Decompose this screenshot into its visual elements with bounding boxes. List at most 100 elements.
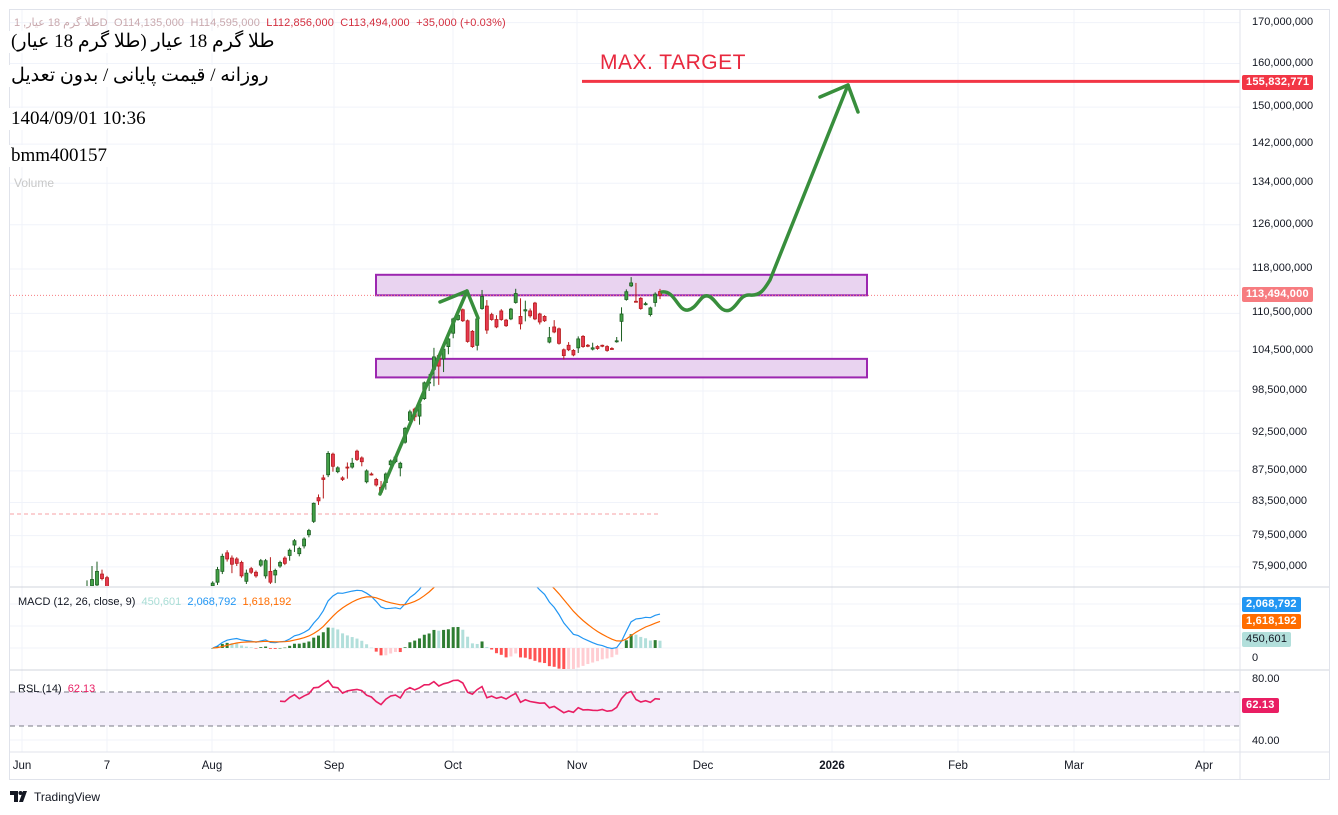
candle-body	[345, 466, 350, 469]
rsi-line	[279, 679, 661, 714]
candle-body	[638, 297, 643, 309]
candle-up	[614, 336, 619, 343]
macd-histogram-bar	[533, 648, 537, 661]
candle-body	[528, 310, 533, 317]
candle-body	[600, 344, 605, 347]
volume-label: Volume	[14, 176, 55, 190]
pane-frame	[9, 9, 1330, 780]
candle-up	[398, 461, 403, 477]
price-pane	[10, 79, 1240, 586]
last-price-tag: 113,494,000	[1242, 287, 1313, 302]
candle-body	[533, 302, 537, 320]
candle-body	[518, 316, 523, 325]
macd-histogram-bar	[437, 630, 441, 648]
candle-body	[278, 562, 282, 567]
price-tick-label: 126,000,000	[1252, 217, 1314, 230]
macd-histogram-bar	[384, 648, 388, 656]
macd-histogram-bar	[418, 638, 422, 648]
candle-down	[460, 308, 465, 322]
candle-body	[90, 579, 94, 586]
macd-histogram-bar	[259, 647, 263, 648]
macd-histogram-bar	[264, 646, 268, 648]
candle-body	[480, 296, 484, 309]
candle-body	[513, 293, 518, 303]
macd-histogram-bar	[297, 643, 301, 648]
legend-close: C113,494,000	[340, 17, 410, 29]
max-target-label: MAX. TARGET	[600, 51, 746, 74]
macd-histogram-bar	[403, 647, 407, 648]
rsi-legend-value: 62.13	[67, 683, 96, 695]
macd-title: MACD (12, 26, close, 9)	[18, 596, 136, 608]
candle-body	[648, 307, 653, 316]
macd-histogram-bar	[350, 637, 354, 648]
candle-body	[292, 540, 297, 546]
macd-histogram-bar	[509, 648, 513, 657]
macd-histogram-bar	[504, 648, 508, 658]
candle-down	[316, 494, 321, 505]
macd-zero-tick: 0	[1252, 652, 1259, 664]
macd-histogram-bar	[249, 647, 253, 648]
candle-down	[600, 344, 605, 348]
macd-histogram-bar	[605, 648, 609, 659]
macd-histogram-bar	[620, 648, 624, 649]
macd-histogram-bar	[557, 648, 561, 669]
macd-signal-tag: 1,618,192	[1242, 614, 1301, 629]
candle-body	[355, 450, 359, 460]
candle-up	[215, 566, 220, 585]
trend-drawings[interactable]	[378, 83, 860, 496]
candle-down	[581, 335, 585, 348]
candle-up	[263, 558, 268, 579]
candle-body	[302, 538, 306, 547]
candle-body	[629, 282, 634, 287]
macd-histogram-bar	[519, 648, 523, 658]
time-tick-label: Aug	[201, 760, 223, 772]
time-tick-label: Dec	[692, 760, 714, 772]
candle-body	[605, 346, 609, 351]
candle-body	[230, 557, 234, 565]
candle-body	[258, 560, 263, 566]
candle-body	[634, 300, 638, 303]
rsi-title: RSL (14)	[18, 683, 62, 695]
macd-histogram-bar	[576, 648, 580, 668]
macd-histogram-bar	[466, 636, 470, 648]
macd-histogram-bar	[240, 645, 244, 648]
candle-down	[100, 569, 104, 581]
macd-histogram-bar	[321, 632, 325, 648]
legend-symbol: طلا گرم 18 عیار, 1D	[14, 17, 108, 29]
macd-histogram-bar	[230, 643, 234, 648]
candle-down	[638, 297, 643, 310]
macd-histogram-bar	[562, 648, 566, 669]
candle-down	[518, 298, 523, 330]
candle-body	[542, 316, 547, 322]
chart-border	[9, 9, 1330, 780]
candle-up	[547, 326, 552, 344]
candle-body	[100, 573, 104, 579]
macd-histogram-bar	[292, 643, 296, 648]
target-price-tag: 155,832,771	[1242, 75, 1314, 90]
candle-up	[624, 289, 629, 301]
tradingview-logo[interactable]: TradingView	[10, 790, 100, 804]
candle-body	[374, 479, 379, 486]
macd-signal-value: 1,618,192	[242, 596, 292, 608]
macd-histogram-bar	[470, 643, 474, 648]
candle-up	[364, 469, 369, 484]
macd-signal-line	[212, 587, 661, 649]
candle-body	[590, 347, 595, 350]
candle-up	[273, 568, 278, 584]
price-tick-label: 170,000,000	[1252, 15, 1314, 28]
macd-histogram-bar	[355, 638, 359, 648]
macd-histogram-bar	[254, 648, 258, 649]
macd-histogram-bar	[480, 641, 484, 648]
candle-up	[480, 289, 484, 310]
time-tick-label: Oct	[444, 760, 462, 772]
price-tick-label: 110,500,000	[1252, 306, 1313, 319]
rsi-value-tag: 62.13	[1242, 698, 1279, 713]
macd-histogram-bar	[624, 640, 628, 648]
legend-high: H114,595,000	[190, 17, 260, 29]
candle-down	[369, 472, 374, 476]
arrow-head-icon	[818, 83, 860, 114]
candle-body	[547, 337, 552, 343]
macd-histogram-bar	[595, 648, 599, 662]
